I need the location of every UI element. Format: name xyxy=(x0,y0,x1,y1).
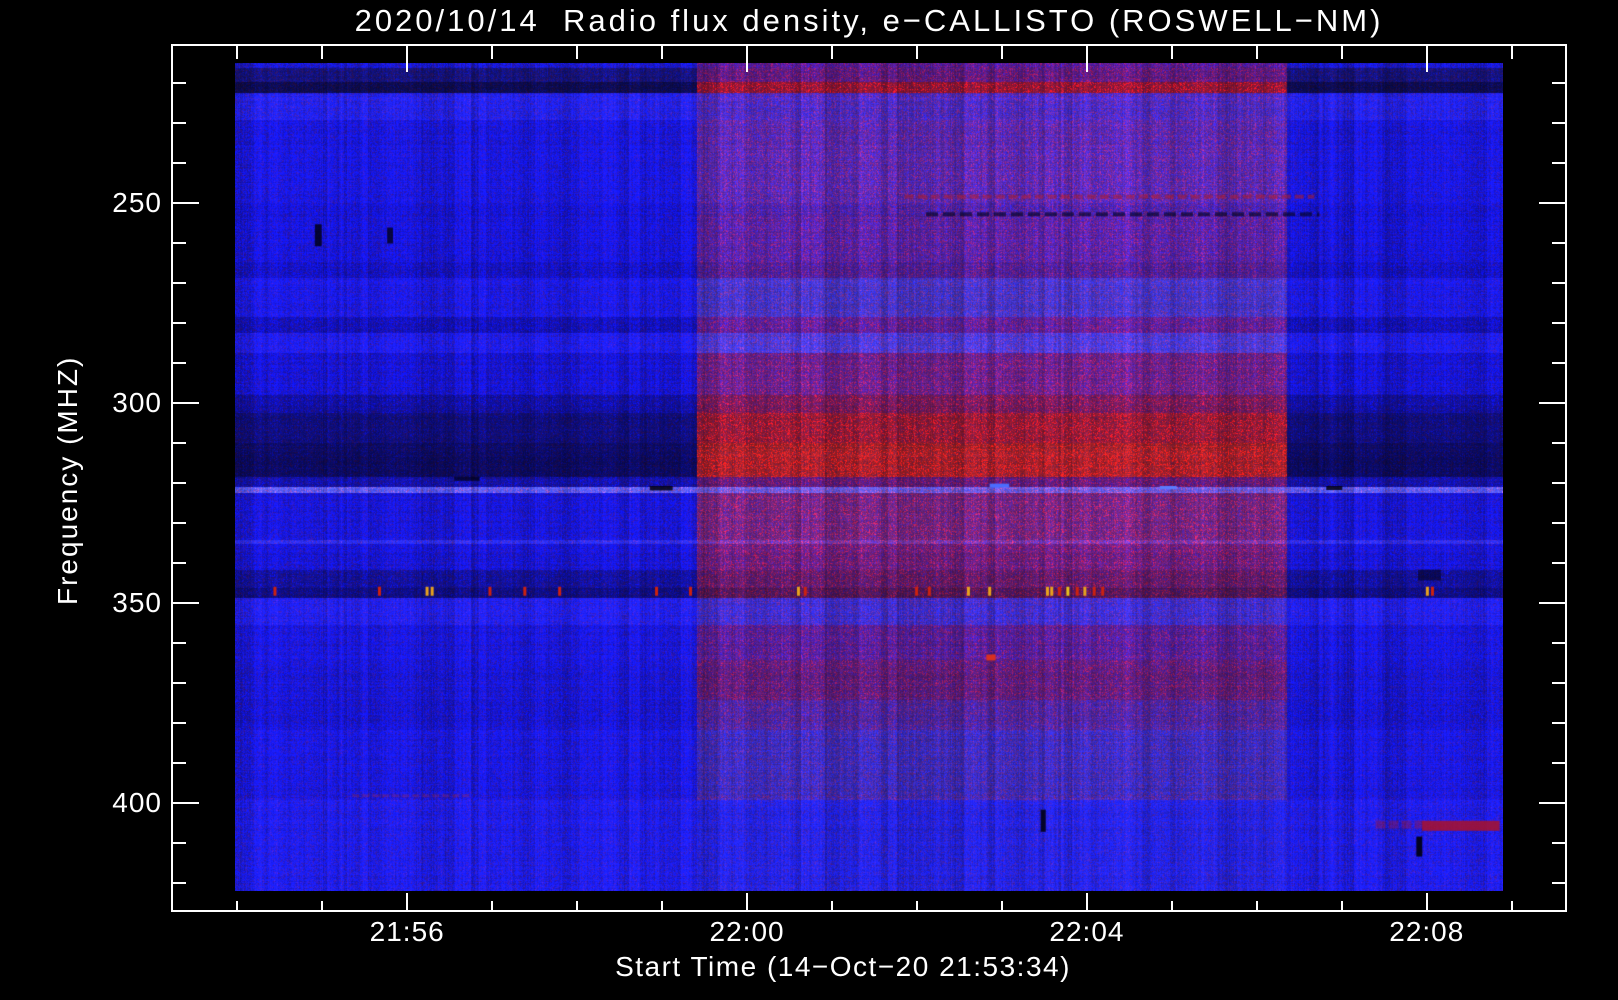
axis-tick xyxy=(661,901,663,910)
axis-tick xyxy=(1552,842,1565,844)
axis-tick xyxy=(1552,162,1565,164)
axis-tick xyxy=(321,46,323,59)
axis-tick xyxy=(173,202,199,204)
axis-tick xyxy=(236,46,238,59)
axis-tick xyxy=(1552,242,1565,244)
axis-tick xyxy=(1552,322,1565,324)
axis-tick xyxy=(406,46,408,72)
axis-tick xyxy=(1426,893,1428,910)
spectrogram-canvas xyxy=(235,63,1503,891)
axis-tick xyxy=(173,842,186,844)
axis-tick xyxy=(173,362,186,364)
x-tick-labels: 21:56 22:00 22:04 22:08 xyxy=(171,916,1567,950)
axis-tick xyxy=(1552,882,1565,884)
x-tick-label: 22:04 xyxy=(1049,916,1125,947)
axis-tick xyxy=(173,602,199,604)
axis-tick xyxy=(576,46,578,59)
axis-tick xyxy=(1539,402,1565,404)
axis-tick xyxy=(173,882,186,884)
axis-tick xyxy=(173,242,186,244)
x-tick-label: 21:56 xyxy=(369,916,445,947)
axis-tick xyxy=(1552,122,1565,124)
axis-tick xyxy=(1256,46,1258,59)
axis-tick xyxy=(1539,802,1565,804)
axis-tick xyxy=(1552,82,1565,84)
axis-tick xyxy=(1426,46,1428,72)
axis-ticks xyxy=(171,44,1567,912)
axis-tick xyxy=(1171,46,1173,59)
axis-tick xyxy=(1552,762,1565,764)
axis-tick xyxy=(173,122,186,124)
axis-tick xyxy=(1539,602,1565,604)
plot-area xyxy=(171,44,1567,912)
axis-tick xyxy=(576,901,578,910)
axis-tick xyxy=(1552,482,1565,484)
axis-tick xyxy=(173,82,186,84)
axis-tick xyxy=(831,901,833,910)
axis-tick xyxy=(173,442,186,444)
y-tick-label: 300 xyxy=(112,387,162,419)
axis-tick xyxy=(1552,642,1565,644)
axis-tick xyxy=(1552,722,1565,724)
axis-tick xyxy=(1552,362,1565,364)
axis-tick xyxy=(173,282,186,284)
axis-tick xyxy=(661,46,663,59)
axis-tick xyxy=(173,562,186,564)
axis-tick xyxy=(406,893,408,910)
axis-tick xyxy=(321,901,323,910)
axis-tick xyxy=(1256,901,1258,910)
axis-tick xyxy=(1539,202,1565,204)
axis-tick xyxy=(916,901,918,910)
axis-tick xyxy=(1552,522,1565,524)
axis-tick xyxy=(173,322,186,324)
axis-tick xyxy=(1086,46,1088,72)
axis-tick xyxy=(1552,282,1565,284)
axis-tick xyxy=(1552,682,1565,684)
axis-tick xyxy=(1001,901,1003,910)
axis-tick xyxy=(173,802,199,804)
chart-title: 2020/10/14 Radio flux density, e−CALLIST… xyxy=(354,3,1384,38)
x-axis-label: Start Time (14−Oct−20 21:53:34) xyxy=(615,951,1071,982)
axis-tick xyxy=(746,893,748,910)
axis-tick xyxy=(1552,562,1565,564)
axis-tick xyxy=(1001,46,1003,59)
axis-tick xyxy=(1171,901,1173,910)
axis-tick xyxy=(173,722,186,724)
axis-tick xyxy=(1552,442,1565,444)
axis-tick xyxy=(491,46,493,59)
axis-tick xyxy=(1511,46,1513,59)
axis-tick xyxy=(746,46,748,72)
y-tick-label: 350 xyxy=(112,586,162,618)
axis-tick xyxy=(1341,901,1343,910)
axis-tick xyxy=(1341,46,1343,59)
x-tick-label: 22:00 xyxy=(709,916,785,947)
axis-tick xyxy=(916,46,918,59)
axis-tick xyxy=(1086,893,1088,910)
axis-tick xyxy=(236,901,238,910)
y-tick-label: 250 xyxy=(112,187,162,219)
axis-tick xyxy=(173,642,186,644)
x-tick-label: 22:08 xyxy=(1389,916,1465,947)
axis-tick xyxy=(173,482,186,484)
axis-tick xyxy=(831,46,833,59)
axis-tick xyxy=(491,901,493,910)
y-tick-label: 400 xyxy=(112,786,162,818)
axis-tick xyxy=(173,522,186,524)
axis-tick xyxy=(173,762,186,764)
axis-tick xyxy=(173,402,199,404)
axis-tick xyxy=(1511,901,1513,910)
axis-tick xyxy=(173,162,186,164)
y-tick-labels: 250 300 350 400 xyxy=(0,44,171,912)
axis-tick xyxy=(173,682,186,684)
